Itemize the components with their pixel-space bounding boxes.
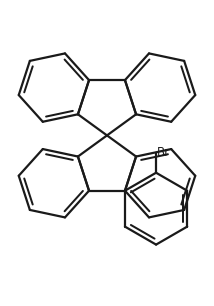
Text: Br: Br: [157, 147, 170, 159]
